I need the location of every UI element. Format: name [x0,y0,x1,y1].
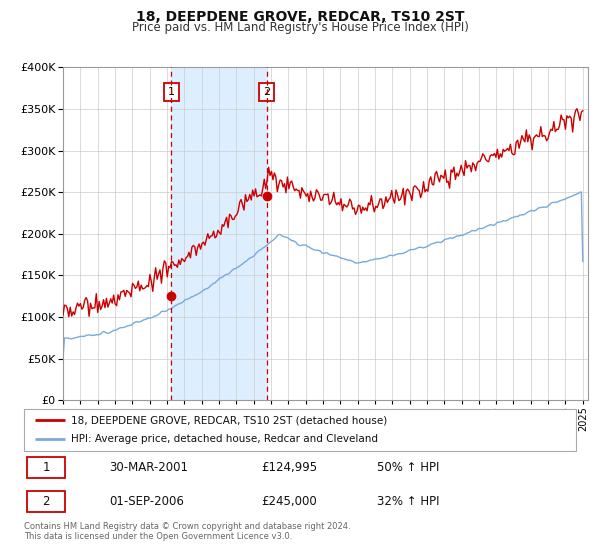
Bar [27,491,65,512]
Text: HPI: Average price, detached house, Redcar and Cleveland: HPI: Average price, detached house, Redc… [71,435,378,445]
Text: Contains HM Land Registry data © Crown copyright and database right 2024.: Contains HM Land Registry data © Crown c… [24,522,350,531]
Text: 2: 2 [43,494,50,508]
Text: 1: 1 [168,87,175,97]
Text: 32% ↑ HPI: 32% ↑ HPI [377,494,440,508]
Text: 2: 2 [263,87,270,97]
Text: 18, DEEPDENE GROVE, REDCAR, TS10 2ST (detached house): 18, DEEPDENE GROVE, REDCAR, TS10 2ST (de… [71,415,387,425]
Text: 01-SEP-2006: 01-SEP-2006 [110,494,184,508]
Text: 50% ↑ HPI: 50% ↑ HPI [377,461,440,474]
Text: £245,000: £245,000 [262,494,317,508]
Text: 30-MAR-2001: 30-MAR-2001 [110,461,188,474]
Text: 1: 1 [43,461,50,474]
Bar [27,458,65,478]
Bar [171,67,266,400]
Text: £124,995: £124,995 [262,461,317,474]
Text: This data is licensed under the Open Government Licence v3.0.: This data is licensed under the Open Gov… [24,532,292,541]
Text: 18, DEEPDENE GROVE, REDCAR, TS10 2ST: 18, DEEPDENE GROVE, REDCAR, TS10 2ST [136,10,464,24]
Text: Price paid vs. HM Land Registry's House Price Index (HPI): Price paid vs. HM Land Registry's House … [131,21,469,34]
